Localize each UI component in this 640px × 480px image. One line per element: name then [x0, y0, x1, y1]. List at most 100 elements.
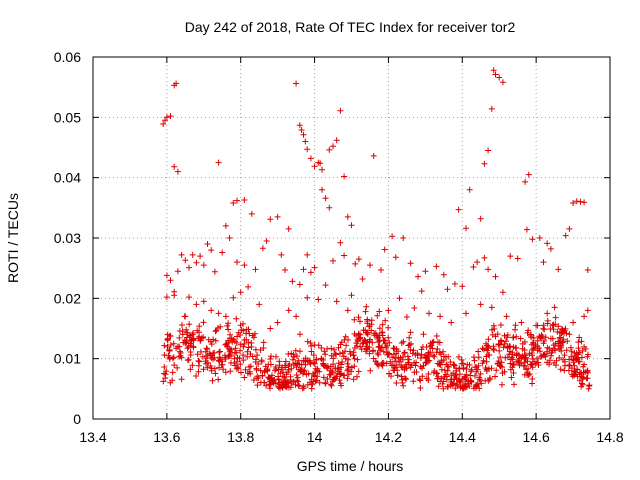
data-point [245, 326, 252, 333]
data-point [278, 251, 285, 258]
data-point [304, 146, 311, 153]
data-point [195, 335, 202, 342]
data-point [411, 305, 418, 311]
data-point [523, 366, 530, 373]
data-point [276, 379, 283, 386]
data-point [219, 249, 226, 256]
data-point [203, 345, 210, 352]
data-point [225, 326, 232, 333]
data-point [345, 366, 351, 373]
data-point [390, 345, 397, 352]
data-point [357, 343, 364, 350]
data-point [313, 377, 320, 384]
data-point [286, 361, 293, 367]
data-point [579, 347, 586, 354]
data-point [260, 345, 267, 351]
data-point [501, 332, 508, 339]
data-point [338, 382, 345, 389]
data-point [312, 378, 319, 385]
data-point [272, 364, 279, 370]
data-point [443, 376, 450, 383]
data-point [522, 178, 529, 185]
data-point [224, 322, 231, 329]
data-point [253, 365, 260, 372]
data-point [508, 354, 515, 361]
data-point [423, 375, 430, 382]
data-point [492, 71, 499, 78]
data-point [231, 355, 238, 362]
data-point [351, 345, 358, 351]
data-point [499, 289, 506, 296]
data-point [339, 359, 346, 365]
data-point [326, 146, 333, 153]
data-point [270, 380, 277, 387]
data-point [184, 357, 191, 364]
data-point [304, 251, 311, 258]
data-point [540, 259, 547, 266]
data-point [374, 312, 381, 319]
data-point [185, 343, 192, 350]
data-point [379, 362, 386, 369]
data-point [260, 339, 267, 346]
data-point [297, 366, 304, 373]
data-point [462, 374, 468, 381]
data-point [480, 346, 487, 353]
data-point [393, 380, 400, 386]
data-point [488, 304, 495, 311]
data-point [398, 340, 405, 346]
data-point [536, 235, 543, 241]
data-point [474, 259, 481, 266]
data-point [200, 262, 207, 269]
data-point [355, 330, 362, 337]
data-point [490, 322, 497, 329]
data-point [572, 352, 579, 359]
y-axis-ticks: 0 0.01 0.02 0.03 0.04 0.05 0.06 [54, 49, 610, 427]
data-point [419, 365, 425, 372]
data-point [169, 355, 176, 362]
data-point [440, 378, 447, 385]
data-point [245, 344, 252, 351]
data-point [476, 385, 483, 392]
data-point [174, 268, 181, 275]
data-point [496, 347, 503, 354]
data-point [230, 294, 237, 301]
data-point [444, 286, 451, 293]
data-point [344, 360, 351, 367]
data-point [366, 338, 373, 345]
y-tick-label: 0 [73, 411, 81, 427]
data-point [176, 334, 183, 341]
data-point [509, 364, 516, 371]
data-point [438, 375, 445, 382]
data-point [518, 319, 525, 326]
data-point [540, 322, 547, 329]
data-point [183, 326, 190, 333]
data-point [438, 351, 444, 358]
data-point [581, 199, 588, 206]
data-point [578, 338, 585, 345]
data-point [293, 313, 300, 320]
data-point [557, 366, 564, 373]
data-point [574, 373, 581, 380]
data-point [514, 255, 521, 262]
data-point [332, 350, 339, 357]
data-point [397, 354, 404, 361]
data-point [320, 374, 327, 381]
data-point [311, 342, 318, 348]
data-point [584, 375, 591, 382]
data-point [529, 376, 536, 382]
data-point [216, 354, 223, 361]
data-point [277, 370, 284, 377]
data-point [208, 307, 215, 314]
data-point [259, 372, 266, 379]
data-point [282, 267, 288, 273]
data-point [382, 340, 389, 347]
data-point [302, 361, 309, 368]
data-point [297, 348, 303, 355]
data-point [544, 320, 551, 327]
data-point [309, 381, 316, 387]
data-point [350, 376, 357, 383]
data-point [486, 376, 493, 383]
data-point [584, 267, 591, 273]
data-point [363, 303, 370, 310]
data-point [385, 334, 392, 341]
